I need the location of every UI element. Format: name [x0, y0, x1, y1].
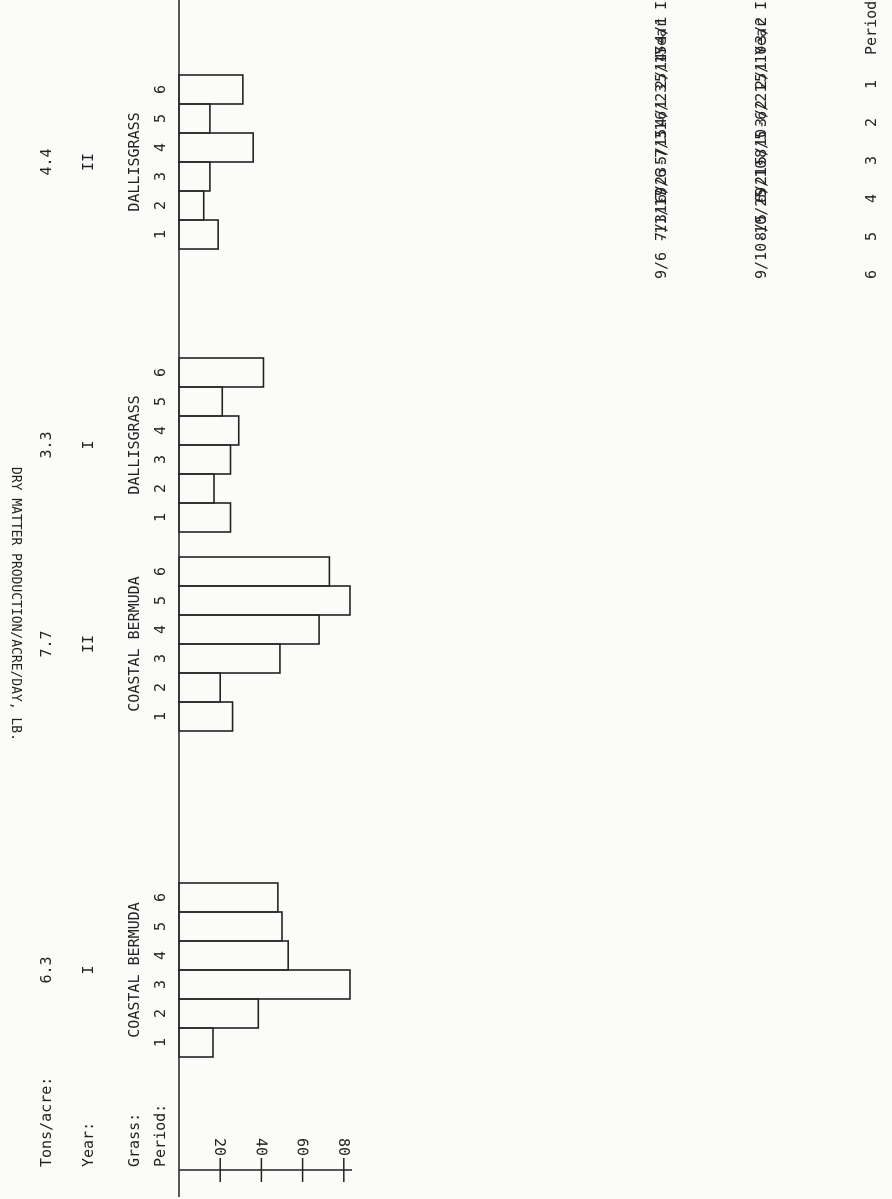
table-cell: 7/31-9/6: [652, 169, 670, 241]
period-number-label: 4: [151, 951, 169, 960]
year-label: II: [79, 153, 97, 171]
year-label: I: [79, 965, 97, 974]
bar: [178, 219, 219, 250]
row-label-tons: Tons/acre:: [37, 1077, 55, 1167]
bar: [178, 614, 320, 645]
bar: [178, 132, 254, 163]
period-number-label: 2: [151, 1009, 169, 1018]
bar: [178, 882, 279, 913]
row-label-grass: Grass:: [125, 1113, 143, 1167]
table-header: Year II: [652, 0, 670, 55]
table-cell: 5: [862, 232, 880, 241]
bar: [178, 585, 351, 616]
table-cell: 5/15-6/23: [652, 84, 670, 165]
period-number-label: 3: [151, 654, 169, 663]
table-cell: 6/21-8/5: [752, 131, 770, 203]
period-number-label: 4: [151, 625, 169, 634]
period-number-label: 6: [151, 85, 169, 94]
tons-label: 6.3: [37, 956, 55, 983]
table-cell: 3/2 -5/10: [752, 46, 770, 127]
bar: [178, 473, 215, 504]
bar: [178, 643, 281, 674]
period-number-label: 6: [151, 567, 169, 576]
tons-label: 3.3: [37, 431, 55, 458]
bar: [178, 969, 351, 1000]
period-number-label: 5: [151, 397, 169, 406]
bar: [178, 911, 283, 942]
period-number-label: 2: [151, 484, 169, 493]
bar: [178, 444, 232, 475]
bar: [178, 701, 234, 732]
bar: [178, 74, 244, 105]
grass-label: COASTAL BERMUDA: [125, 576, 143, 711]
year-label: I: [79, 440, 97, 449]
tons-label: 4.4: [37, 148, 55, 175]
bar: [178, 103, 211, 134]
bars: [178, 74, 351, 1058]
table-cell: 3: [862, 156, 880, 165]
grass-label: COASTAL BERMUDA: [125, 902, 143, 1037]
table-cell: 4: [862, 194, 880, 203]
table-cell: 9/6 -11/17: [652, 189, 670, 279]
table-cell: 8/5 -9/10: [752, 160, 770, 241]
bar: [178, 1027, 214, 1058]
period-number-label: 2: [151, 683, 169, 692]
table-header: Period: [862, 1, 880, 55]
period-table: Period Year I Year II 1 2/1 -3/2 2/14-4/1 2 3/2…: [652, 0, 880, 279]
period-number-label: 3: [151, 980, 169, 989]
period-number-label: 1: [151, 230, 169, 239]
category-labels: 1 2 3 4 5 6 COASTAL BERMUDA I 6.3 1 2 3 4 5 6 COASTAL B…: [37, 85, 169, 1167]
period-number-label: 1: [151, 1038, 169, 1047]
period-number-label: 5: [151, 596, 169, 605]
table-cell: 1: [862, 80, 880, 89]
period-number-label: 1: [151, 712, 169, 721]
table-cell: 6: [862, 270, 880, 279]
table-cell: 2/1 -3/2: [752, 17, 770, 89]
period-number-label: 3: [151, 172, 169, 181]
bar: [178, 502, 232, 533]
period-number-label: 6: [151, 368, 169, 377]
row-label-period: Period:: [151, 1104, 169, 1167]
table-cell: 2/14-4/1: [652, 17, 670, 89]
y-axis-label: DRY MATTER PRODUCTION/ACRE/DAY, LB.: [8, 467, 23, 741]
tons-label: 7.7: [37, 630, 55, 657]
period-number-label: 1: [151, 513, 169, 522]
bar: [178, 386, 224, 417]
grass-label: DALLISGRASS: [125, 395, 143, 494]
axes: 20 40 60 80: [178, 0, 353, 1197]
y-tick-label: 80: [335, 1138, 353, 1156]
period-number-label: 4: [151, 426, 169, 435]
table-cell: 4/1 -5/15: [652, 46, 670, 127]
table-cell: 2: [862, 118, 880, 127]
table-cell: 6/23-7/31: [652, 122, 670, 203]
y-tick-label: 60: [294, 1138, 312, 1156]
year-label: II: [79, 635, 97, 653]
period-number-label: 2: [151, 201, 169, 210]
bar: [178, 415, 240, 446]
table-header: Year I: [752, 1, 770, 55]
period-number-label: 6: [151, 893, 169, 902]
bar: [178, 940, 289, 971]
y-tick-label: 20: [211, 1138, 229, 1156]
bar: [178, 190, 205, 221]
bar: [178, 357, 265, 388]
y-tick-label: 40: [252, 1138, 270, 1156]
period-number-label: 5: [151, 922, 169, 931]
period-number-label: 4: [151, 143, 169, 152]
period-number-label: 5: [151, 114, 169, 123]
row-label-year: Year:: [79, 1122, 97, 1167]
bar: [178, 672, 222, 703]
table-cell: 9/10-10/25: [752, 189, 770, 279]
bar: [178, 556, 331, 587]
bar: [178, 998, 260, 1029]
grass-label: DALLISGRASS: [125, 112, 143, 211]
bar: [178, 161, 211, 192]
period-number-label: 3: [151, 455, 169, 464]
table-cell: 5/10-6/21: [752, 84, 770, 165]
